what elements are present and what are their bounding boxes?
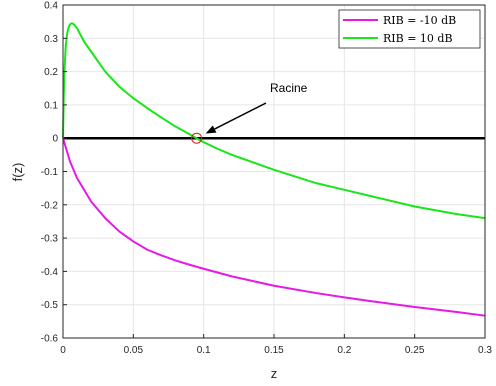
- y-tick-label: 0.2: [44, 67, 58, 78]
- x-tick-label: 0: [60, 345, 66, 356]
- series-lines: [62, 22, 486, 317]
- y-axis-label: f(z): [10, 163, 25, 182]
- x-axis-label: z: [271, 366, 278, 381]
- x-tick-label: 0.3: [478, 345, 492, 356]
- y-tick-label: -0.6: [41, 334, 59, 345]
- y-tick-labels: 0.4 0.3 0.2 0.1 0 -0.1 -0.2 -0.3 -0.4 -0.5 -0.6: [41, 1, 67, 345]
- x-tick-label: 0.05: [124, 345, 144, 356]
- legend-box: [338, 9, 481, 49]
- legend-label-rib-10: RIB = 10 dB: [383, 32, 453, 45]
- root-marker-circle: [191, 132, 203, 144]
- annotation-arrow: [214, 102, 267, 130]
- series-line-1: [62, 22, 486, 220]
- root-marker: [191, 132, 203, 144]
- y-tick-label: -0.4: [41, 267, 59, 278]
- y-tick-label: -0.1: [41, 167, 59, 178]
- annotation: Racine: [205, 81, 308, 134]
- y-tick-label: -0.2: [41, 200, 59, 211]
- y-tick-label: -0.3: [41, 234, 59, 245]
- annotation-arrowhead: [205, 125, 217, 134]
- x-tick-label: 0.1: [197, 345, 211, 356]
- y-tick-label: 0.3: [44, 34, 58, 45]
- legend-label-rib-minus10: RIB = -10 dB: [383, 14, 456, 27]
- legend: RIB = -10 dB RIB = 10 dB: [338, 9, 481, 49]
- annotation-text: Racine: [270, 81, 308, 95]
- y-tick-label: 0.1: [44, 100, 58, 111]
- x-tick-labels: 0 0.05 0.1 0.15 0.2 0.25 0.3: [60, 334, 492, 356]
- series-line-0: [62, 137, 486, 317]
- y-tick-label: -0.5: [41, 300, 59, 311]
- x-tick-label: 0.25: [405, 345, 425, 356]
- y-tick-label: 0: [52, 134, 58, 145]
- y-tick-label: 0.4: [44, 1, 58, 12]
- x-tick-label: 0.2: [337, 345, 351, 356]
- x-tick-label: 0.15: [264, 345, 284, 356]
